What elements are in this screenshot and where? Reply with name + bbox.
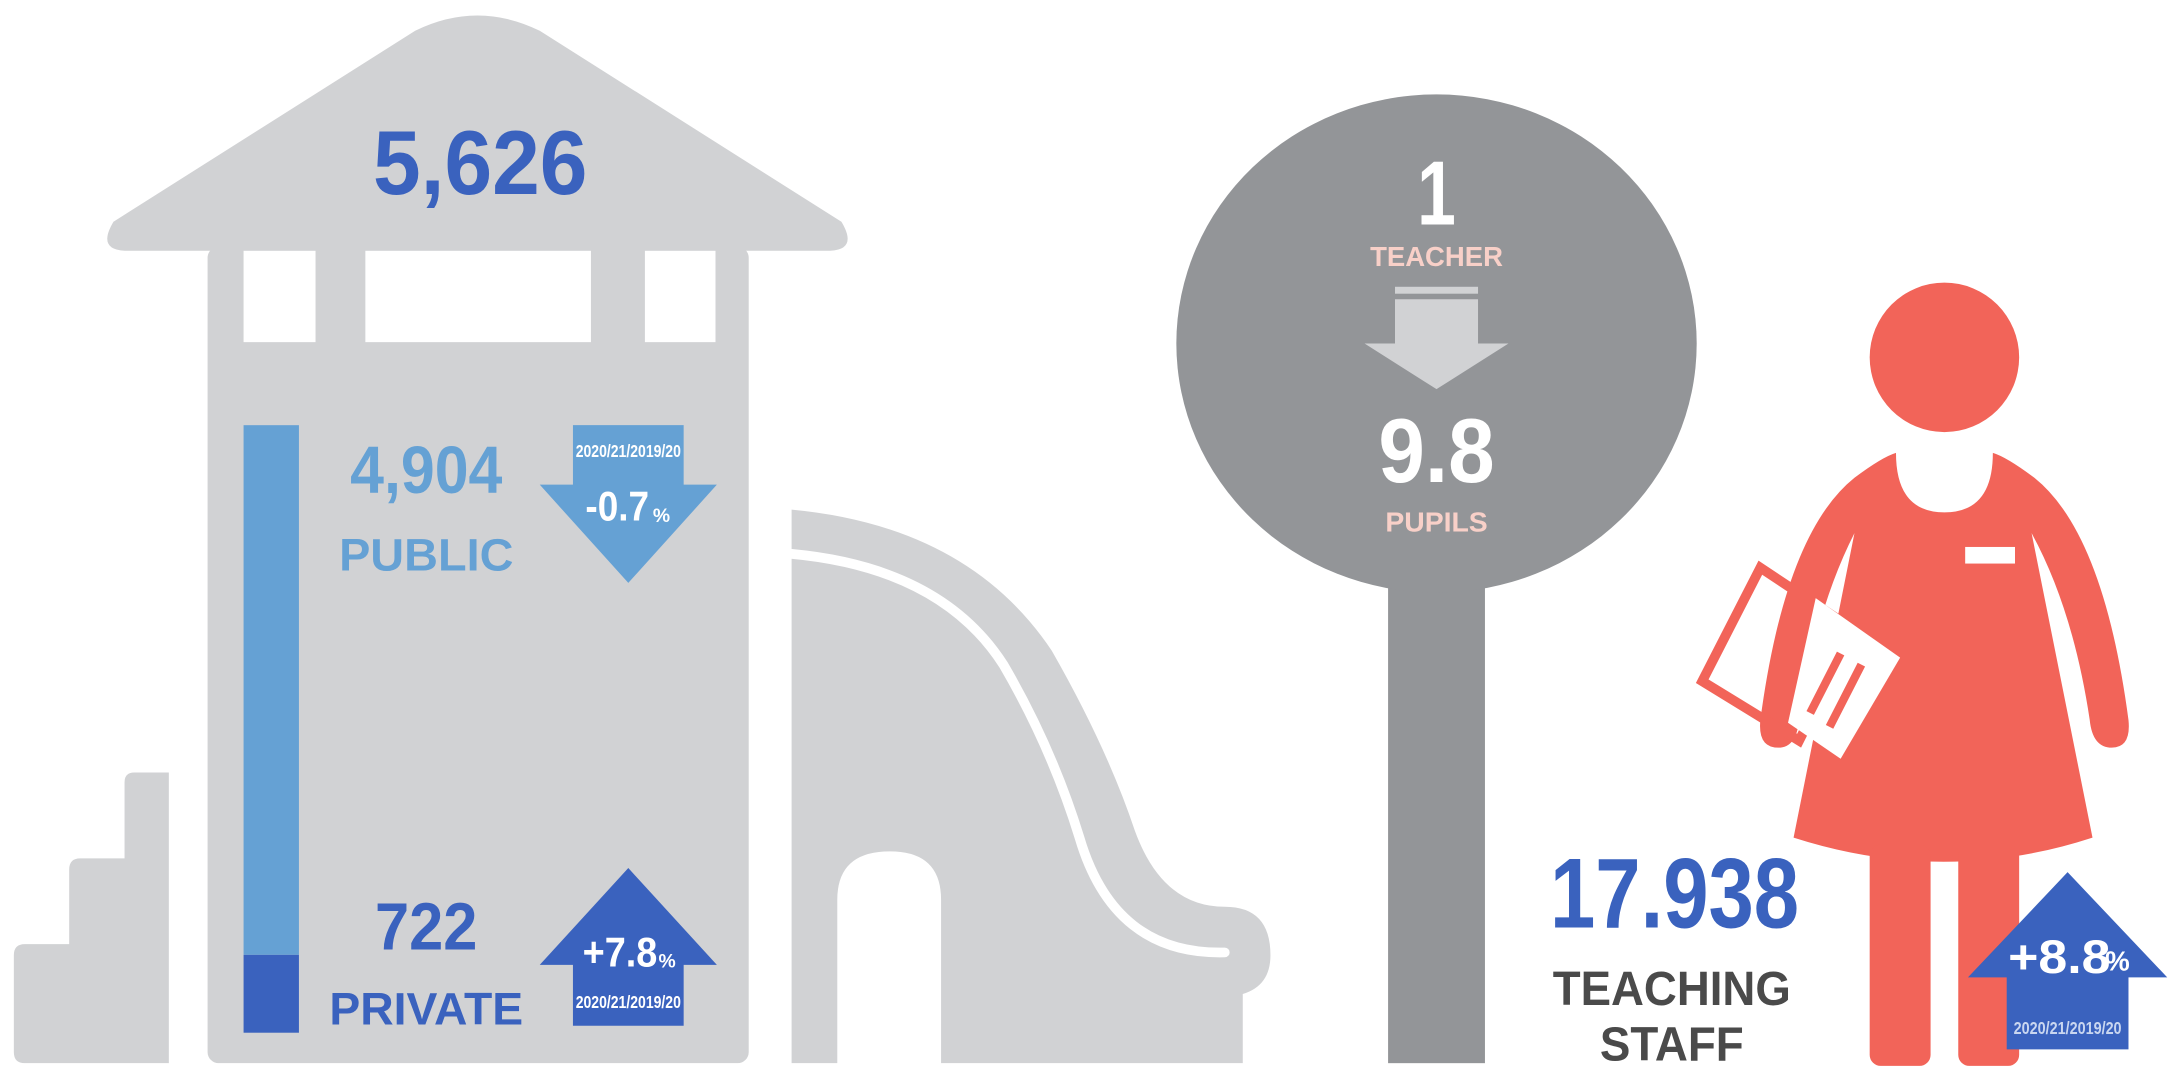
total-schools: 5,626 (373, 112, 588, 214)
public-label: PUBLIC (339, 529, 513, 580)
page: { "schools": { "total": "5,626", "public… (0, 0, 2170, 1069)
staff-count: 17.938 (1550, 839, 1799, 950)
change-unit: % (653, 505, 670, 527)
change-unit: % (2105, 945, 2130, 976)
period-label: 2020/21/2019/20 (2014, 1018, 2122, 1038)
sign-pole (1388, 554, 1485, 1063)
window (645, 251, 716, 342)
leg (1870, 845, 1931, 1066)
head (1870, 283, 2019, 432)
change-value: -0.7 (585, 483, 649, 530)
private-label: PRIVATE (329, 983, 523, 1034)
pupils-label: PUPILS (1385, 507, 1487, 538)
bar-segment (244, 425, 299, 955)
teacher-label: TEACHER (1370, 241, 1503, 272)
staff-label: TEACHING (1553, 962, 1791, 1016)
school-bar (244, 425, 299, 1033)
teacher-count: 1 (1417, 143, 1456, 245)
public-count: 4,904 (350, 434, 502, 508)
slide (792, 510, 1271, 1064)
change-value: +7.8 (583, 928, 658, 975)
period-label: 2020/21/2019/20 (576, 992, 681, 1012)
private-count: 722 (375, 891, 477, 965)
period-label: 2020/21/2019/20 (576, 441, 681, 461)
window (365, 251, 591, 342)
window (244, 251, 316, 342)
staff-label: STAFF (1600, 1017, 1744, 1069)
bar-segment (244, 955, 299, 1033)
stairs (14, 773, 169, 1064)
change-unit: % (658, 951, 675, 973)
infographic: 5,626 4,904 PUBLIC 722 PRIVATE 2020/21/2… (0, 0, 2170, 1069)
arrow-bar (1395, 287, 1478, 294)
badge (1965, 547, 2015, 564)
change-value: +8.8 (2008, 930, 2110, 983)
pupils-count: 9.8 (1378, 400, 1494, 502)
